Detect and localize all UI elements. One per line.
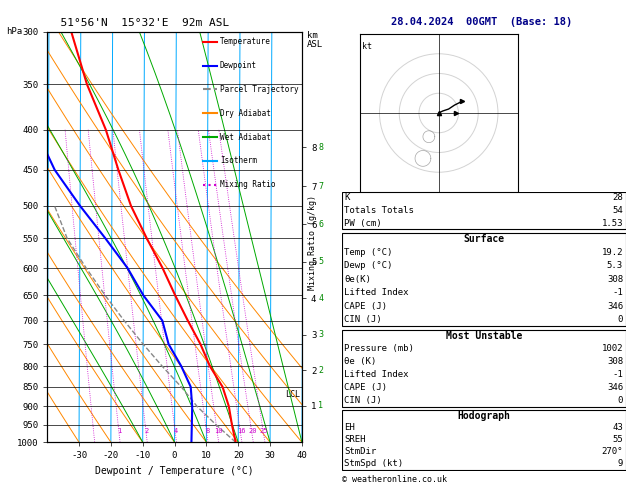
Text: ASL: ASL xyxy=(307,40,323,49)
Text: Totals Totals: Totals Totals xyxy=(345,206,415,215)
Text: Dewp (°C): Dewp (°C) xyxy=(345,261,392,270)
Text: km: km xyxy=(307,31,318,40)
Text: Temperature: Temperature xyxy=(220,37,270,46)
Text: 10: 10 xyxy=(214,428,222,434)
Text: θe (K): θe (K) xyxy=(345,357,377,366)
Text: 20: 20 xyxy=(248,428,257,434)
Text: 6: 6 xyxy=(318,220,323,229)
Text: hPa: hPa xyxy=(6,27,23,36)
Text: 9: 9 xyxy=(618,459,623,469)
Text: 0: 0 xyxy=(618,396,623,405)
Bar xyxy=(342,191,626,229)
Text: 25: 25 xyxy=(260,428,269,434)
Text: 1.53: 1.53 xyxy=(601,219,623,227)
Text: 0: 0 xyxy=(618,315,623,324)
Text: 1: 1 xyxy=(318,401,323,411)
Text: StmDir: StmDir xyxy=(345,447,377,456)
Text: Parcel Trajectory: Parcel Trajectory xyxy=(220,85,299,94)
Text: -1: -1 xyxy=(612,288,623,297)
Text: 3: 3 xyxy=(318,330,323,339)
Text: EH: EH xyxy=(345,423,355,432)
Text: Lifted Index: Lifted Index xyxy=(345,288,409,297)
Text: 7: 7 xyxy=(318,182,323,191)
Text: © weatheronline.co.uk: © weatheronline.co.uk xyxy=(342,474,447,484)
Text: Wet Adiabat: Wet Adiabat xyxy=(220,133,270,141)
Text: 51°56'N  15°32'E  92m ASL: 51°56'N 15°32'E 92m ASL xyxy=(47,18,230,28)
Text: Mixing Ratio: Mixing Ratio xyxy=(220,180,276,189)
Text: 8: 8 xyxy=(205,428,209,434)
X-axis label: Dewpoint / Temperature (°C): Dewpoint / Temperature (°C) xyxy=(95,466,254,476)
Bar xyxy=(342,233,626,327)
Text: LCL: LCL xyxy=(286,390,300,399)
Text: CAPE (J): CAPE (J) xyxy=(345,302,387,311)
Bar xyxy=(342,330,626,407)
Text: 308: 308 xyxy=(607,275,623,284)
Text: 16: 16 xyxy=(237,428,245,434)
Text: 308: 308 xyxy=(607,357,623,366)
Text: 346: 346 xyxy=(607,302,623,311)
Text: CIN (J): CIN (J) xyxy=(345,396,382,405)
Text: 346: 346 xyxy=(607,383,623,392)
Text: 8: 8 xyxy=(318,143,323,152)
Text: StmSpd (kt): StmSpd (kt) xyxy=(345,459,404,469)
Bar xyxy=(342,410,626,470)
Text: 2: 2 xyxy=(318,366,323,375)
Text: -1: -1 xyxy=(612,370,623,379)
Text: Most Unstable: Most Unstable xyxy=(445,331,522,341)
Text: Isotherm: Isotherm xyxy=(220,156,257,165)
Text: Hodograph: Hodograph xyxy=(457,411,510,421)
Text: 55: 55 xyxy=(612,435,623,444)
Text: SREH: SREH xyxy=(345,435,366,444)
Text: 54: 54 xyxy=(612,206,623,215)
Text: Mixing Ratio (g/kg): Mixing Ratio (g/kg) xyxy=(308,195,317,291)
Text: 4: 4 xyxy=(174,428,178,434)
Text: 2: 2 xyxy=(145,428,148,434)
Text: CAPE (J): CAPE (J) xyxy=(345,383,387,392)
Text: Surface: Surface xyxy=(463,234,504,244)
Text: 4: 4 xyxy=(318,294,323,303)
Text: K: K xyxy=(345,193,350,203)
Text: Temp (°C): Temp (°C) xyxy=(345,248,392,257)
Text: Pressure (mb): Pressure (mb) xyxy=(345,344,415,353)
Text: PW (cm): PW (cm) xyxy=(345,219,382,227)
Text: Lifted Index: Lifted Index xyxy=(345,370,409,379)
Text: kt: kt xyxy=(362,42,372,51)
Text: 5: 5 xyxy=(318,257,323,266)
Text: 28: 28 xyxy=(612,193,623,203)
Text: Dewpoint: Dewpoint xyxy=(220,61,257,70)
Text: 28.04.2024  00GMT  (Base: 18): 28.04.2024 00GMT (Base: 18) xyxy=(391,17,572,27)
Text: Dry Adiabat: Dry Adiabat xyxy=(220,109,270,118)
Text: 43: 43 xyxy=(612,423,623,432)
Text: 1002: 1002 xyxy=(601,344,623,353)
Text: θe(K): θe(K) xyxy=(345,275,371,284)
Text: 5.3: 5.3 xyxy=(607,261,623,270)
Text: 270°: 270° xyxy=(601,447,623,456)
Text: CIN (J): CIN (J) xyxy=(345,315,382,324)
Text: 1: 1 xyxy=(118,428,121,434)
Text: 19.2: 19.2 xyxy=(601,248,623,257)
